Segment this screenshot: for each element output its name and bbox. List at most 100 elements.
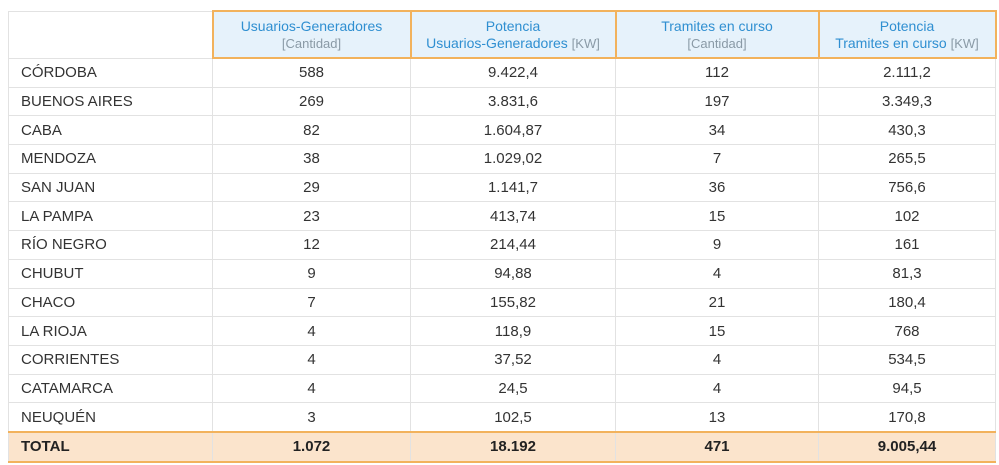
province-name: RÍO NEGRO [8,230,213,260]
cell: 155,82 [410,287,616,318]
table-row: BUENOS AIRES 269 3.831,6 197 3.349,3 [8,86,996,117]
cell: 36 [615,172,819,203]
header-subtitle: Usuarios-Generadores [426,34,568,51]
cell: 118,9 [410,316,616,346]
table-row: CÓRDOBA 588 9.422,4 112 2.111,2 [8,57,996,88]
header-blank [8,10,214,59]
cell: 21 [615,287,819,318]
cell: 3.831,6 [410,86,616,117]
table-row: CHUBUT 9 94,88 4 81,3 [8,258,996,289]
province-name: BUENOS AIRES [8,86,213,117]
cell: 29 [212,172,411,203]
cell: 34 [615,115,819,146]
table-row: CATAMARCA 4 24,5 4 94,5 [8,373,996,404]
header-unit: [Cantidad] [281,35,342,51]
cell: 4 [212,316,411,346]
total-cell: 9.005,44 [818,430,996,463]
header-unit: [Cantidad] [687,35,747,51]
cell: 588 [212,57,411,88]
cell: 3 [212,402,411,433]
column-header: Potencia Tramites en curso [KW] [817,10,997,59]
header-title: Tramites en curso [661,17,773,34]
table-row: LA RIOJA 4 118,9 15 768 [8,316,996,346]
header-title: Usuarios-Generadores [240,17,383,34]
cell: 23 [212,201,411,232]
header-row: Usuarios-Generadores [Cantidad] Potencia Us… [8,10,997,59]
cell: 9 [615,230,819,260]
header-subtitle: Tramites en curso [835,34,947,51]
province-name: CABA [8,115,213,146]
cell: 37,52 [410,344,616,375]
table-wrap: Usuarios-Generadores [Cantidad] Potencia Us… [8,10,997,463]
cell: 430,3 [818,115,996,146]
table-row: NEUQUÉN 3 102,5 13 170,8 [8,402,996,433]
cell: 756,6 [818,172,996,203]
total-label: TOTAL [8,430,213,463]
table-row: CORRIENTES 4 37,52 4 534,5 [8,344,996,375]
cell: 180,4 [818,287,996,318]
cell: 768 [818,316,996,346]
cell: 9 [212,258,411,289]
cell: 15 [615,201,819,232]
cell: 269 [212,86,411,117]
province-name: CATAMARCA [8,373,213,404]
cell: 214,44 [410,230,616,260]
table-row: CABA 82 1.604,87 34 430,3 [8,115,996,146]
province-name: LA PAMPA [8,201,213,232]
province-name: CORRIENTES [8,344,213,375]
cell: 82 [212,115,411,146]
cell: 102,5 [410,402,616,433]
column-header: Potencia Usuarios-Generadores [KW] [409,10,617,59]
cell: 1.141,7 [410,172,616,203]
cell: 12 [212,230,411,260]
table-row: RÍO NEGRO 12 214,44 9 161 [8,230,996,260]
total-cell: 18.192 [410,430,616,463]
cell: 7 [212,287,411,318]
cell: 4 [615,344,819,375]
cell: 161 [818,230,996,260]
total-cell: 471 [615,430,819,463]
table-row: CHACO 7 155,82 21 180,4 [8,287,996,318]
province-name: CHACO [8,287,213,318]
cell: 7 [615,144,819,174]
cell: 24,5 [410,373,616,404]
cell: 94,88 [410,258,616,289]
data-table: Usuarios-Generadores [Cantidad] Potencia Us… [8,10,997,463]
cell: 38 [212,144,411,174]
cell: 3.349,3 [818,86,996,117]
cell: 9.422,4 [410,57,616,88]
cell: 265,5 [818,144,996,174]
cell: 15 [615,316,819,346]
province-name: SAN JUAN [8,172,213,203]
province-name: MENDOZA [8,144,213,174]
table-row: MENDOZA 38 1.029,02 7 265,5 [8,144,996,174]
cell: 112 [615,57,819,88]
header-unit: [KW] [950,35,979,51]
total-row: TOTAL 1.072 18.192 471 9.005,44 [8,430,996,463]
cell: 1.604,87 [410,115,616,146]
column-header: Tramites en curso [Cantidad] [614,10,820,59]
province-name: CÓRDOBA [8,57,213,88]
header-title: Potencia [485,17,541,34]
cell: 197 [615,86,819,117]
table-row: LA PAMPA 23 413,74 15 102 [8,201,996,232]
cell: 4 [212,373,411,404]
province-name: NEUQUÉN [8,402,213,433]
province-name: LA RIOJA [8,316,213,346]
cell: 4 [615,373,819,404]
header-unit: [KW] [571,35,600,51]
table-body: CÓRDOBA 588 9.422,4 112 2.111,2 BUENOS AIRES 2… [8,57,996,463]
cell: 534,5 [818,344,996,375]
total-cell: 1.072 [212,430,411,463]
cell: 2.111,2 [818,57,996,88]
column-header: Usuarios-Generadores [Cantidad] [211,10,412,59]
province-name: CHUBUT [8,258,213,289]
cell: 1.029,02 [410,144,616,174]
table-row: SAN JUAN 29 1.141,7 36 756,6 [8,172,996,203]
cell: 170,8 [818,402,996,433]
cell: 413,74 [410,201,616,232]
cell: 94,5 [818,373,996,404]
cell: 13 [615,402,819,433]
header-title: Potencia [879,17,935,34]
